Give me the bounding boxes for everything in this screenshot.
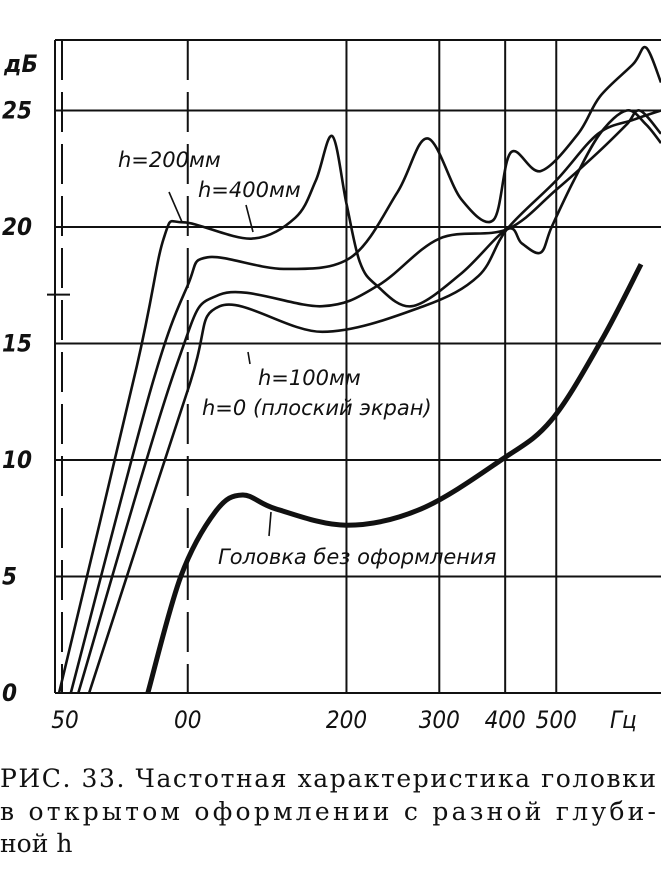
caption-line-1: РИС. 33. Частотная характеристика головк…	[0, 764, 656, 793]
x-tick-label: 50	[51, 706, 78, 734]
y-axis-unit: дБ	[3, 50, 38, 78]
grid	[47, 39, 661, 694]
annotation-bare-head: Головка без оформления	[218, 545, 496, 569]
annotation-h200: h=200мм	[118, 148, 221, 172]
x-tick-label: 500	[536, 706, 577, 734]
x-tick-label: 400	[485, 706, 526, 734]
leader-h400	[245, 204, 254, 233]
annotation-h0: h=0 (плоский экран)	[202, 396, 432, 420]
series-line-0	[57, 109, 661, 694]
series-line-2	[77, 109, 661, 694]
x-tick-label: 300	[419, 706, 460, 734]
leader-bare-head	[268, 511, 272, 537]
series-line-1	[69, 45, 661, 694]
annotation-leaders	[168, 191, 272, 537]
y-tick-label: 10	[2, 446, 32, 474]
curves	[57, 45, 661, 694]
caption-line-3: ной h	[0, 829, 72, 858]
caption-line-2: в открытом оформлении с разной глуби-	[0, 797, 656, 826]
leader-h200	[168, 191, 183, 223]
tick-labels: 0 5 10 15 20 25 50 00 200 300 400 500	[2, 97, 577, 735]
series-line-3	[87, 109, 661, 694]
annotation-h100: h=100мм	[258, 366, 361, 390]
y-tick-label: 15	[2, 330, 32, 358]
leader-h100	[247, 351, 251, 365]
annotation-h400: h=400мм	[198, 178, 301, 202]
x-tick-label: 200	[326, 706, 367, 734]
y-tick-label: 20	[2, 213, 32, 241]
x-axis-unit: Гц	[610, 706, 637, 734]
series-line-4	[145, 263, 644, 694]
y-tick-label: 25	[2, 97, 32, 125]
x-tick-label: 00	[174, 706, 201, 734]
y-tick-label: 0	[2, 679, 17, 707]
y-tick-label: 5	[2, 563, 17, 591]
